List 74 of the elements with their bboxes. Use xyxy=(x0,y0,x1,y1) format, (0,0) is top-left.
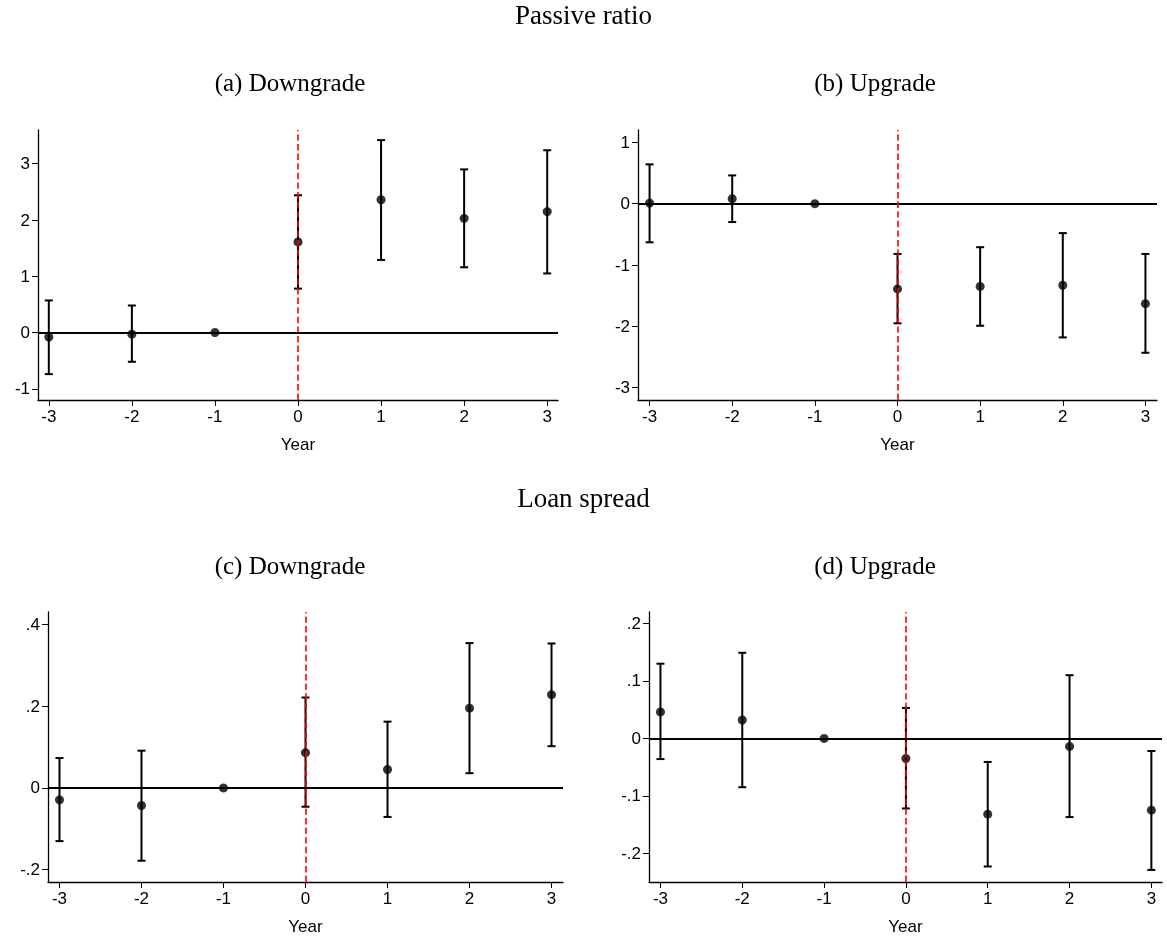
x-tick-label: -2 xyxy=(124,407,140,426)
x-tick-label: -1 xyxy=(807,407,823,426)
y-tick-label: 0 xyxy=(30,778,40,798)
x-tick-label: -1 xyxy=(816,889,832,908)
x-tick-label: 1 xyxy=(975,407,985,426)
y-tick-label: 0 xyxy=(620,194,630,214)
x-tick-label: 0 xyxy=(901,889,911,908)
point xyxy=(655,707,665,717)
x-tick-label: 0 xyxy=(293,407,303,426)
chart-title: (a) Downgrade xyxy=(214,69,366,97)
y-tick-label: -.2 xyxy=(20,860,40,880)
y-tick-label: -1 xyxy=(614,255,630,275)
x-tick-label: 2 xyxy=(459,407,469,426)
x-axis-title: Year xyxy=(280,435,316,454)
point xyxy=(1065,741,1075,751)
y-tick-label: 3 xyxy=(20,154,30,174)
x-tick-label: 0 xyxy=(300,889,311,908)
chart-title: (c) Downgrade xyxy=(214,552,366,580)
y-tick-label: 0 xyxy=(20,323,30,342)
x-tick-label: 2 xyxy=(1064,889,1075,908)
y-tick-label: 2 xyxy=(20,210,30,230)
x-axis-title: Year xyxy=(880,435,916,454)
y-tick-label: -3 xyxy=(614,378,630,398)
y-tick-label: .4 xyxy=(25,614,40,634)
x-tick-label: -3 xyxy=(652,889,669,908)
point xyxy=(383,765,393,774)
point xyxy=(983,809,993,819)
x-tick-label: 3 xyxy=(1140,407,1151,426)
y-tick-label: -.1 xyxy=(621,786,641,806)
text: Passive ratio xyxy=(513,0,654,31)
x-tick-label: 0 xyxy=(892,407,903,426)
point xyxy=(465,703,475,713)
x-tick-label: 1 xyxy=(382,889,393,908)
point xyxy=(1146,805,1156,815)
x-tick-label: -2 xyxy=(734,889,750,908)
point xyxy=(1140,299,1150,309)
y-tick-label: -.2 xyxy=(621,843,641,863)
y-tick-label: -1 xyxy=(14,379,30,399)
x-tick-label: 3 xyxy=(1146,889,1157,908)
point xyxy=(547,690,557,700)
point xyxy=(737,715,747,725)
y-tick-label: 1 xyxy=(620,132,630,152)
point xyxy=(542,207,552,217)
point xyxy=(459,213,469,223)
x-tick-label: -3 xyxy=(642,407,658,426)
y-tick-label: 0 xyxy=(631,728,641,748)
x-axis-title: Year xyxy=(888,917,924,936)
point xyxy=(54,795,64,805)
x-tick-label: 1 xyxy=(376,407,386,426)
x-tick-label: 1 xyxy=(982,889,993,908)
x-axis-title: Year xyxy=(288,917,324,936)
chart-title: (b) Upgrade xyxy=(814,69,936,97)
x-tick-label: -1 xyxy=(215,889,232,908)
x-tick-label: -3 xyxy=(41,407,57,426)
x-tick-label: -3 xyxy=(51,889,68,908)
point xyxy=(727,194,737,204)
y-tick-label: -2 xyxy=(614,316,630,336)
point xyxy=(376,195,386,205)
point xyxy=(1058,280,1068,290)
x-tick-label: -2 xyxy=(724,407,740,426)
y-tick-label: .1 xyxy=(626,671,641,691)
x-tick-label: -1 xyxy=(207,407,223,426)
text: Loan spread xyxy=(516,483,651,514)
point xyxy=(137,801,146,810)
point xyxy=(975,281,985,291)
x-tick-label: 3 xyxy=(546,889,557,908)
x-tick-label: 3 xyxy=(542,407,552,426)
y-tick-label: .2 xyxy=(626,613,641,633)
x-tick-label: 2 xyxy=(464,889,475,908)
y-tick-label: 1 xyxy=(20,266,30,286)
x-tick-label: -2 xyxy=(133,889,150,908)
y-tick-label: .2 xyxy=(25,696,40,716)
chart-title: (d) Upgrade xyxy=(814,552,936,580)
x-tick-label: 2 xyxy=(1058,407,1068,426)
